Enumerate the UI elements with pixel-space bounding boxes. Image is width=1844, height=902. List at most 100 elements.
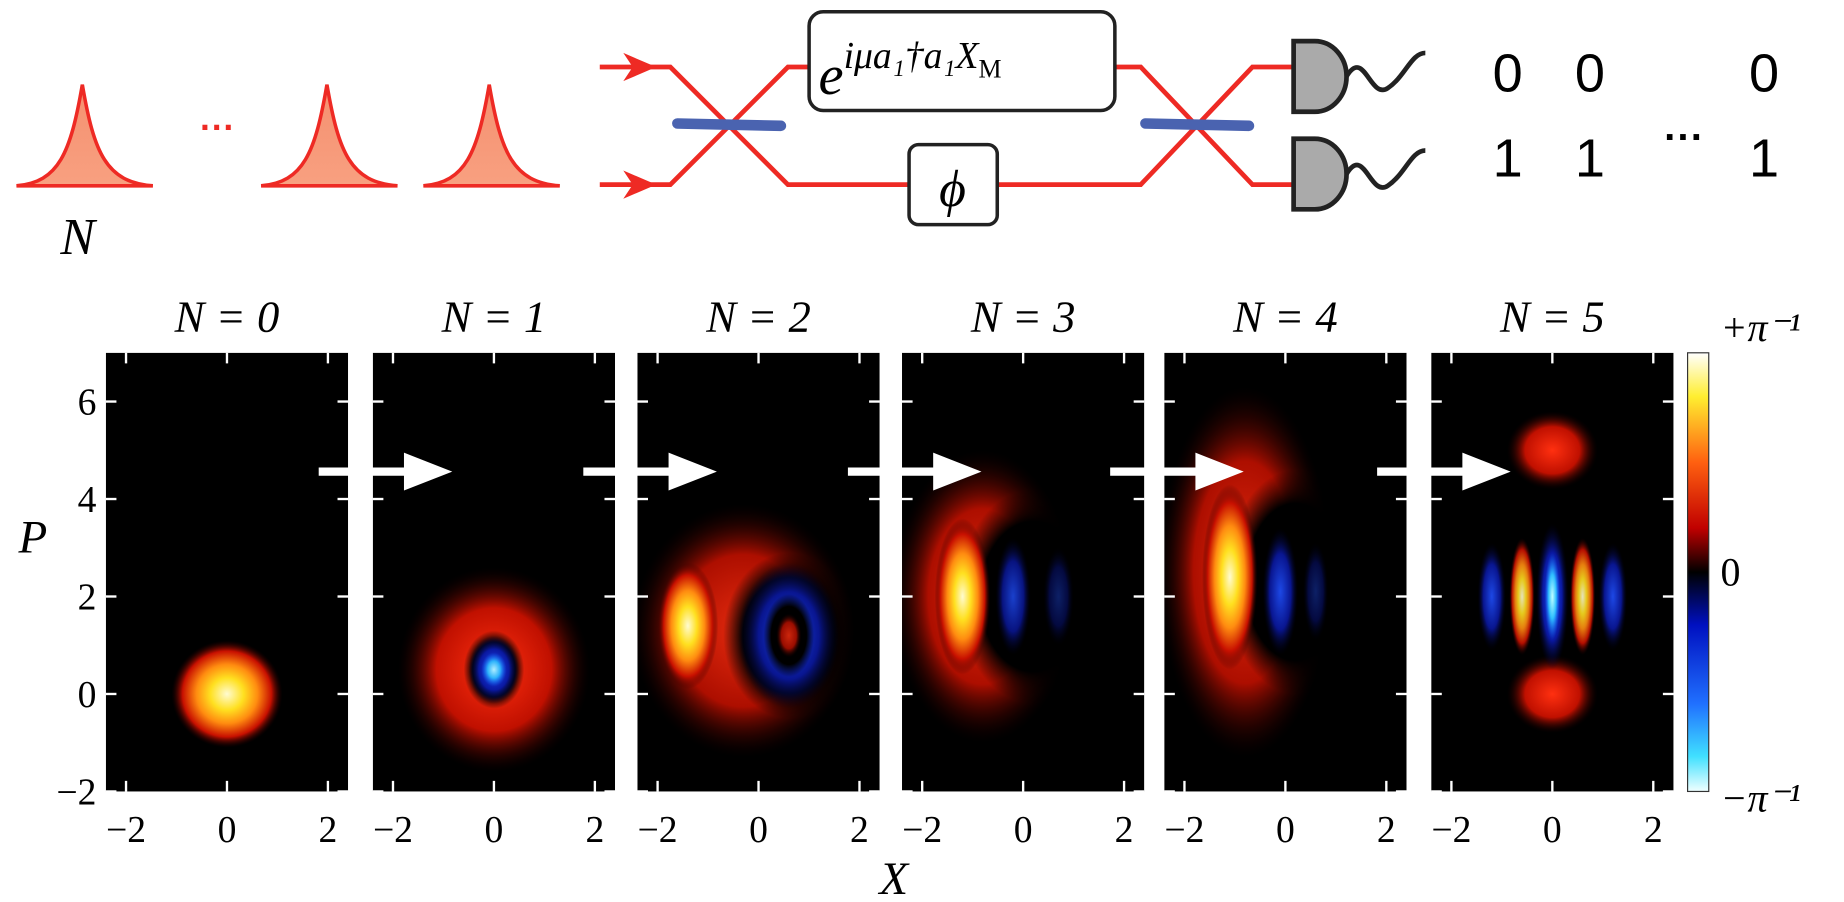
arrowhead [623,170,657,199]
heatmap [372,352,616,792]
pulses [16,84,560,188]
panels: N = 0 −2 0 2 −2 0 2 4 6 N = 1 −2 0 2 N = 2 −2 0 2 N = 3 −2… [56,292,1674,851]
colorbar-label: −π⁻¹ [1721,775,1801,820]
panel-title: N = 0 [174,292,280,342]
x-tick-label: 0 [1543,809,1562,851]
heatmap [1164,352,1407,792]
wigner-blob [776,613,802,658]
pulse-ellipsis: ··· [200,108,235,147]
y-tick-label: 6 [78,381,97,423]
x-tick-label: 2 [1644,809,1663,851]
wire [1344,148,1426,190]
x-tick-label: 2 [319,809,338,851]
wire [1344,50,1426,93]
x-tick-label: −2 [373,809,413,851]
y-axis-label: P [18,512,48,564]
colorbar-label: 0 [1721,550,1741,595]
pulse-label: N [59,209,97,266]
pulse [16,84,154,188]
phase-label: ϕ [939,161,966,218]
arrow [847,452,982,491]
panel-title: N = 2 [705,292,811,342]
outcome: 0 [1749,44,1779,104]
wigner-blob [1509,538,1535,655]
outcomes: 0 0 0 1 1 1 ··· [1493,44,1779,189]
wigner-blob [957,489,1109,704]
panel: N = 5 −2 0 2 [1377,292,1674,851]
wigner-blob [1506,654,1598,733]
pulse [423,84,560,188]
gate-label: eiμa₁†a₁XM [819,35,1002,107]
wigner-blob [657,562,719,690]
wigner-blob [1202,484,1258,670]
arrowhead [623,52,657,82]
phase-box [907,142,1000,227]
y-tick-label: 4 [78,479,97,521]
wigner-blob [1262,528,1299,655]
x-tick-label: −2 [1431,809,1471,851]
heatmap [105,352,349,792]
wigner-blob [1043,547,1074,646]
arrow [318,452,453,491]
y-tick-label: −2 [56,771,96,813]
arrow [583,452,717,491]
detector [1291,38,1349,115]
wigner-blob [481,652,507,687]
x-tick-label: 2 [585,809,604,851]
panel: N = 3 −2 0 2 [847,292,1145,851]
heatmap [902,352,1145,792]
interferometer [599,9,1426,227]
colorbar [1686,352,1710,793]
outcome: 1 [1575,128,1605,188]
outcome: 1 [1749,128,1779,188]
wigner-blob [171,640,283,748]
wigner-blob [1570,538,1596,655]
x-tick-label: 2 [1115,809,1134,851]
panel: N = 1 −2 0 2 [318,292,616,851]
x-tick-label: −2 [106,809,146,851]
gate-exponent: iμa₁†a₁X [844,35,981,77]
pulse [260,84,398,188]
wigner-blob [934,518,991,675]
panel-title: N = 5 [1499,292,1605,342]
panel: N = 0 −2 0 2 −2 0 2 4 6 [56,292,349,851]
y-tick-label: 0 [78,674,97,716]
outcome-ellipsis: ··· [1664,116,1704,160]
beam-splitter [1140,118,1255,132]
gate-box [807,9,1117,113]
x-tick-label: −2 [1164,809,1204,851]
detector [1291,136,1349,212]
wigner-blob [1477,542,1506,651]
y-tick-label: 2 [78,576,97,618]
outcome: 1 [1493,128,1523,188]
panel-title: N = 4 [1232,292,1338,342]
x-tick-label: 2 [850,809,869,851]
panel: N = 2 −2 0 2 [583,292,880,851]
gate-base: e [819,45,844,107]
x-axis-label: X [877,853,910,902]
outcome: 0 [1493,44,1523,104]
arrow [1377,452,1511,491]
x-tick-label: 0 [485,809,504,851]
x-tick-label: −2 [902,809,942,851]
wigner-blob [995,538,1031,655]
wigner-blob [1598,542,1628,651]
wigner-blob [1303,542,1329,641]
heatmap [1431,352,1674,792]
x-tick-label: 0 [749,809,768,851]
x-tick-label: 0 [1014,809,1033,851]
wigner-blob [1506,411,1598,490]
outcome: 0 [1575,44,1605,104]
x-tick-label: 0 [1276,809,1295,851]
arrow [1110,452,1244,491]
gate-subscript: M [978,55,1001,84]
heatmap [637,352,880,792]
panel: N = 4 −2 0 2 [1110,292,1407,851]
beam-splitter [672,118,787,132]
panel-title: N = 3 [970,292,1076,342]
panel-title: N = 1 [441,292,547,342]
wigner-blob [1544,552,1560,641]
colorbar-label: +π⁻¹ [1721,305,1801,350]
x-tick-label: 0 [218,809,237,851]
